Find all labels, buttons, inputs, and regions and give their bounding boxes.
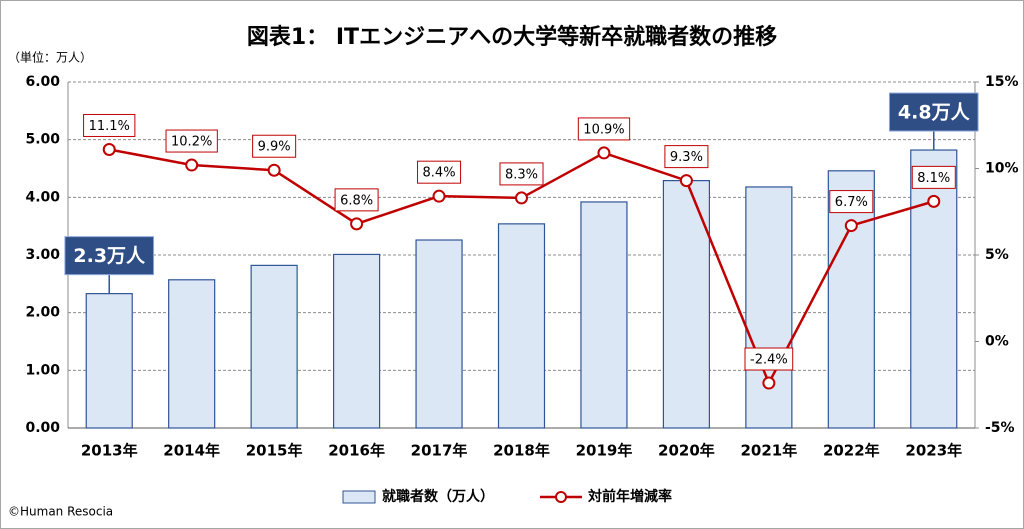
value-label: 6.8% [340,193,373,208]
y-tick-label: 5.00 [25,132,60,148]
y-tick-label: 4.00 [25,189,60,205]
value-label-box [577,117,631,141]
bar [662,180,711,429]
value-label: 8.3% [505,167,538,182]
value-label: 11.1% [89,119,130,134]
callout-label: 2.3万人 [73,245,146,267]
value-label: 8.4% [423,166,456,181]
value-label-box [83,113,136,137]
bar [497,223,546,429]
marker [762,376,776,390]
value-label: 6.7% [835,195,868,210]
bar [827,170,875,429]
x-tick-label: 2014年 [163,442,220,460]
legend-label: 就職者数（万人） [382,488,494,505]
value-label-box [911,165,956,189]
bar [85,293,133,429]
y-tick-label: 3.00 [25,247,60,263]
y2-tick-label: 15% [985,74,1019,90]
y-tick-label: 0.00 [25,420,60,436]
x-tick-label: 2013年 [81,442,138,460]
bar [910,149,958,429]
y-tick-label: 1.00 [25,362,60,378]
y2-tick-label: 0% [985,334,1009,350]
value-label: 10.2% [171,135,212,150]
bar [168,279,216,429]
bar [745,186,793,429]
value-label-box [499,162,544,186]
value-label-box [252,134,297,158]
legend-swatch [342,490,376,504]
marker [267,163,281,177]
marker [597,146,611,160]
marker [515,191,528,205]
value-label: 9.3% [670,150,703,165]
value-label-box [664,145,709,169]
callout-label: 4.8万人 [898,102,971,124]
bar [332,253,381,429]
y-tick-label: 2.00 [25,305,60,321]
callout-box [888,92,979,132]
marker [102,142,116,156]
value-label: 9.9% [258,140,291,155]
marker [679,174,693,188]
value-label: -2.4% [750,353,788,368]
marker [432,189,446,203]
x-tick-label: 2015年 [246,442,303,460]
value-label-box [829,190,874,214]
value-label-box [165,129,218,153]
y2-tick-label: 5% [985,247,1009,263]
y-axis-label: （単位：万人） [8,50,92,65]
bar [250,264,298,429]
callout-box [64,236,155,276]
value-label-box [744,347,794,371]
value-label-box [334,188,379,212]
x-tick-label: 2023年 [905,442,962,460]
legend-label: 対前年増減率 [587,488,672,505]
marker [185,158,199,172]
y2-tick-label: 10% [985,161,1019,177]
marker [927,194,941,208]
value-label: 10.9% [583,122,624,137]
x-tick-label: 2021年 [740,442,797,460]
x-tick-label: 2022年 [823,442,880,460]
marker [350,217,364,231]
legend-marker [555,491,567,503]
source: ©Human Resocia [8,505,113,519]
chart-title: 図表1： ITエンジニアへの大学等新卒就職者数の推移 [247,24,777,50]
marker [844,219,858,233]
x-tick-label: 2020年 [658,442,715,460]
bar [415,239,463,429]
x-tick-label: 2016年 [328,442,385,460]
x-tick-label: 2018年 [493,442,550,460]
x-tick-label: 2017年 [411,442,468,460]
y-tick-label: 6.00 [25,74,60,90]
y2-tick-label: -5% [985,420,1015,436]
value-label-box [417,160,462,184]
x-tick-label: 2019年 [576,442,633,460]
value-label: 8.1% [917,171,950,186]
bar [580,201,628,429]
